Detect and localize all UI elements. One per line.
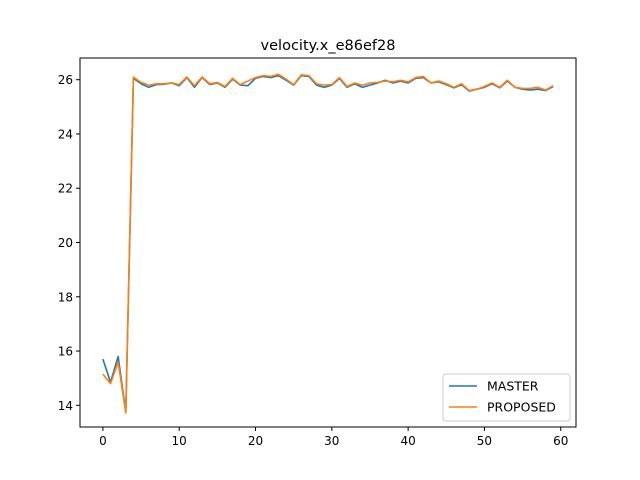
x-tick-label: 60 [553, 434, 568, 448]
y-tick-label: 18 [58, 290, 73, 304]
series-line-proposed [102, 73, 554, 414]
x-tick-label: 30 [324, 434, 339, 448]
x-tick-label: 20 [248, 434, 263, 448]
y-tick-label: 26 [58, 73, 73, 87]
y-tick-label: 22 [58, 182, 73, 196]
x-tick-label: 40 [400, 434, 415, 448]
x-tick-label: 10 [172, 434, 187, 448]
series-line-master [102, 74, 554, 413]
plot-area [79, 57, 577, 428]
legend-label-master: MASTER [487, 379, 539, 394]
legend-label-proposed: PROPOSED [487, 400, 556, 415]
x-tick-label: 0 [99, 434, 107, 448]
x-tick-label: 50 [477, 434, 492, 448]
y-tick-label: 20 [58, 236, 73, 250]
axis-ticks: 0 10 20 30 40 50 60 14 16 18 20 22 24 26 [58, 73, 569, 448]
series-layer [102, 73, 554, 414]
chart-title: velocity.x_e86ef28 [261, 38, 396, 54]
y-tick-label: 14 [58, 399, 73, 413]
y-tick-label: 16 [58, 345, 73, 359]
legend: MASTER PROPOSED [442, 373, 571, 422]
y-tick-label: 24 [58, 127, 73, 141]
